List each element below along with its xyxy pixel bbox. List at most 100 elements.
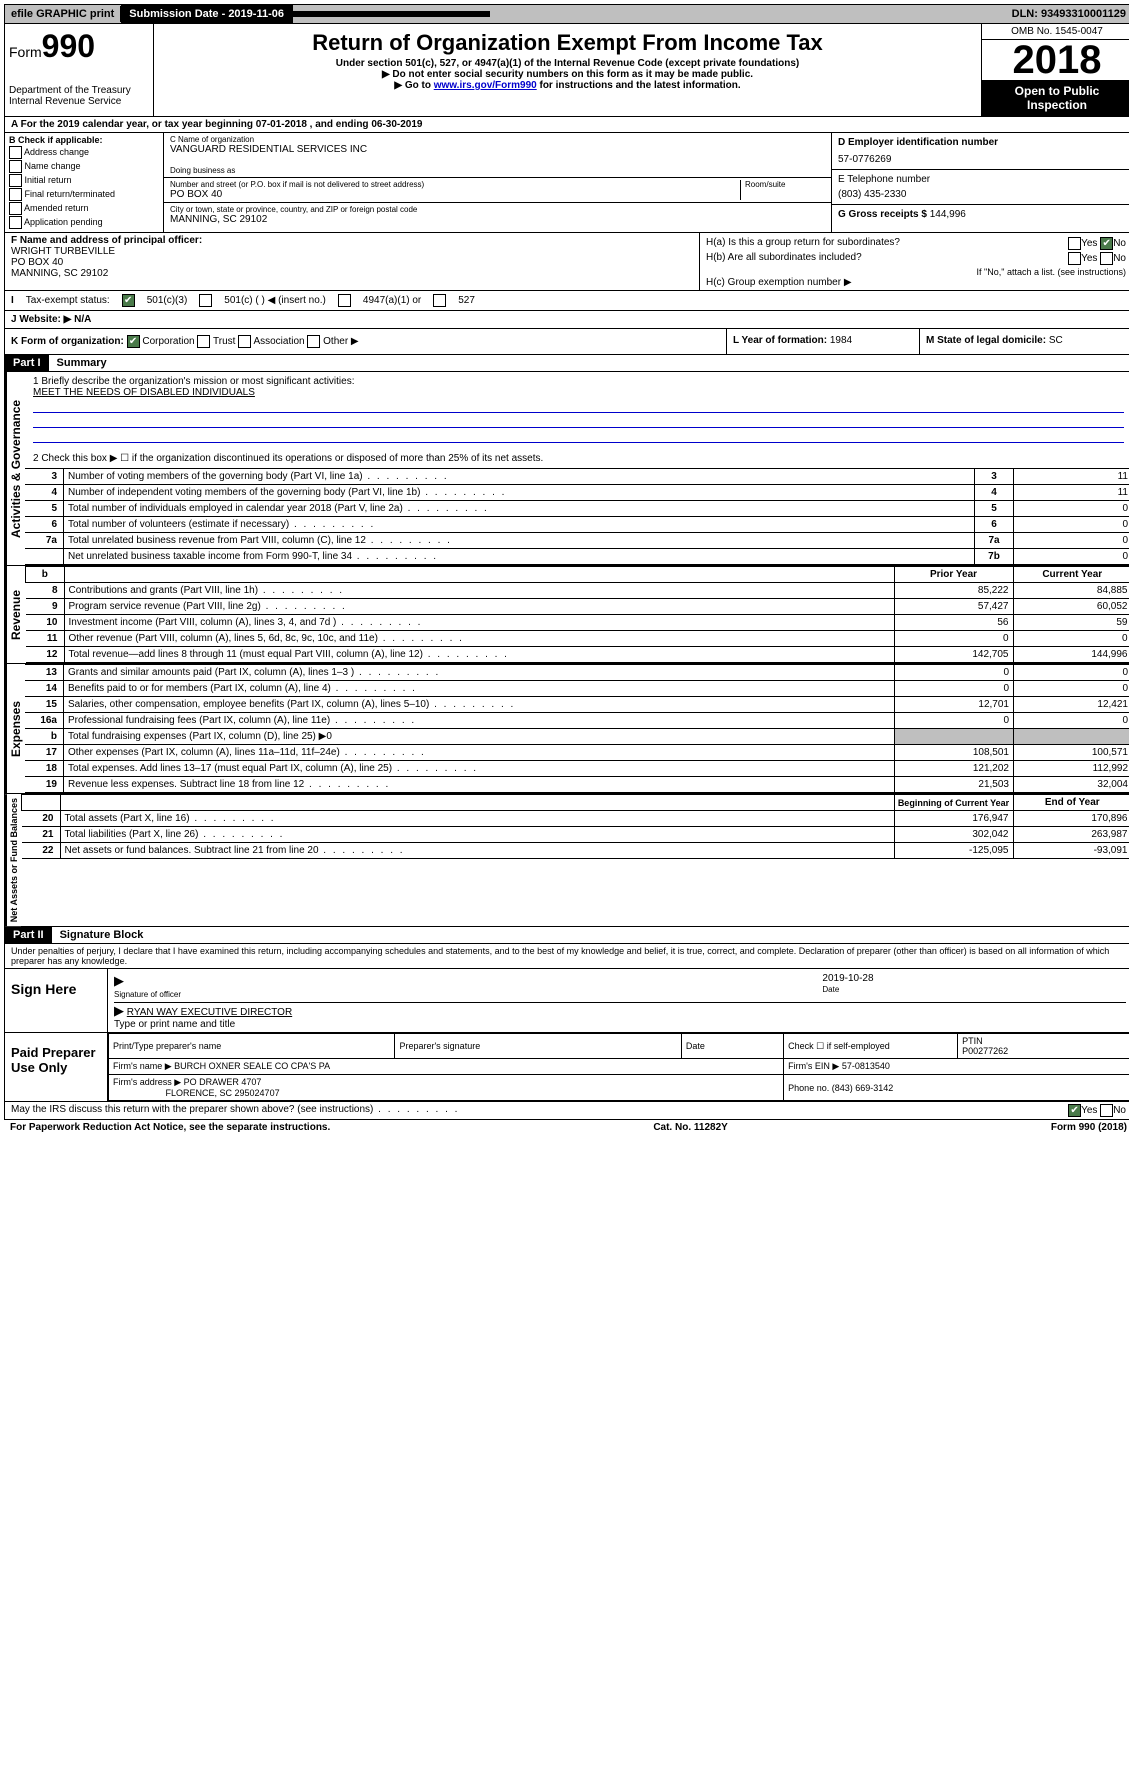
- expenses-table: 13 Grants and similar amounts paid (Part…: [25, 664, 1129, 793]
- sign-here-row: Sign Here ▶Signature of officer 2019-10-…: [5, 968, 1129, 1032]
- row-desc: Other expenses (Part IX, column (A), lin…: [64, 745, 895, 761]
- sub3-pre: ▶ Go to: [394, 80, 433, 91]
- check-name-label: Name change: [25, 161, 81, 171]
- row-current: [1014, 729, 1129, 745]
- firm-phone-cell: Phone no. (843) 669-3142: [784, 1075, 1129, 1101]
- row-desc: Benefits paid to or for members (Part IX…: [64, 681, 895, 697]
- check-amended[interactable]: Amended return: [9, 202, 159, 215]
- check-amended-label: Amended return: [24, 203, 89, 213]
- discuss-yes-check[interactable]: ✔: [1068, 1104, 1081, 1117]
- blank-line-3: [33, 428, 1124, 443]
- row-prior: 0: [895, 665, 1014, 681]
- prep-header-row: Print/Type preparer's name Preparer's si…: [109, 1034, 1129, 1059]
- hb-yes: Yes: [1081, 253, 1097, 264]
- check-501c3[interactable]: ✔: [122, 294, 135, 307]
- row-num: 3: [25, 469, 64, 485]
- check-527[interactable]: [433, 294, 446, 307]
- firm-cell: Firm's name ▶ BURCH OXNER SEALE CO CPA'S…: [109, 1059, 784, 1075]
- governance-section: Activities & Governance 1 Briefly descri…: [4, 372, 1129, 566]
- firm-label: Firm's name ▶: [113, 1061, 172, 1071]
- row-num: 12: [26, 647, 65, 663]
- check-initial[interactable]: Initial return: [9, 174, 159, 187]
- row-num: 9: [26, 599, 65, 615]
- prep-h2: Preparer's signature: [395, 1034, 681, 1059]
- row-current: 59: [1013, 615, 1129, 631]
- hc-label: H(c) Group exemption number ▶: [706, 277, 1126, 288]
- discuss-no: No: [1113, 1105, 1126, 1116]
- discuss-text: May the IRS discuss this return with the…: [11, 1104, 373, 1115]
- part1-badge: Part I: [5, 355, 49, 371]
- sign-here-label: Sign Here: [5, 969, 108, 1032]
- efile-label[interactable]: efile GRAPHIC print: [5, 6, 121, 22]
- check-address[interactable]: Address change: [9, 146, 159, 159]
- governance-table: 3 Number of voting members of the govern…: [25, 468, 1129, 565]
- ha-yes: Yes: [1081, 238, 1097, 249]
- cat-no: Cat. No. 11282Y: [653, 1122, 727, 1133]
- row-desc: Number of independent voting members of …: [64, 485, 975, 501]
- check-4947[interactable]: [338, 294, 351, 307]
- check-final[interactable]: Final return/terminated: [9, 188, 159, 201]
- addr-label: Number and street (or P.O. box if mail i…: [170, 180, 740, 189]
- gov-row: 4 Number of independent voting members o…: [25, 485, 1129, 501]
- box-h: H(a) Is this a group return for subordin…: [699, 233, 1129, 290]
- row-num: 14: [25, 681, 64, 697]
- prep-h1: Print/Type preparer's name: [109, 1034, 395, 1059]
- row-num: [25, 549, 64, 565]
- box-deg: D Employer identification number 57-0776…: [831, 133, 1129, 232]
- ptin-value: P00277262: [962, 1046, 1008, 1056]
- revenue-table: b Prior Year Current Year 8 Contribution…: [25, 566, 1129, 663]
- firm-ein-value: 57-0813540: [842, 1061, 890, 1071]
- prep-ptin-cell: PTINP00277262: [958, 1034, 1129, 1059]
- row-begin: -125,095: [894, 843, 1013, 859]
- check-other[interactable]: [307, 335, 320, 348]
- rev-row: 10 Investment income (Part VIII, column …: [26, 615, 1129, 631]
- check-501c[interactable]: [199, 294, 212, 307]
- check-corp[interactable]: ✔: [127, 335, 140, 348]
- check-name[interactable]: Name change: [9, 160, 159, 173]
- row-desc: Salaries, other compensation, employee b…: [64, 697, 895, 713]
- row-current: 144,996: [1013, 647, 1129, 663]
- sign-content: ▶Signature of officer 2019-10-28Date ▶ R…: [108, 969, 1129, 1032]
- m-label: M State of legal domicile:: [926, 335, 1046, 346]
- row-end: 170,896: [1013, 811, 1129, 827]
- row-num: 19: [25, 777, 64, 793]
- blank-button[interactable]: [293, 11, 490, 17]
- row-i: I Tax-exempt status: ✔501(c)(3) 501(c) (…: [4, 291, 1129, 311]
- row-current: 100,571: [1014, 745, 1129, 761]
- net-col-blank2: [60, 795, 894, 811]
- irs-link[interactable]: www.irs.gov/Form990: [434, 80, 537, 91]
- row-desc: Program service revenue (Part VIII, line…: [64, 599, 894, 615]
- check-assoc[interactable]: [238, 335, 251, 348]
- row-prior: 0: [894, 631, 1013, 647]
- form-title: Return of Organization Exempt From Incom…: [158, 30, 977, 56]
- row-desc: Revenue less expenses. Subtract line 18 …: [64, 777, 895, 793]
- check-trust[interactable]: [197, 335, 210, 348]
- city-value: MANNING, SC 29102: [170, 214, 825, 225]
- row-desc: Total unrelated business revenue from Pa…: [64, 533, 975, 549]
- check-pending-label: Application pending: [24, 217, 103, 227]
- discuss-no-check[interactable]: [1100, 1104, 1113, 1117]
- check-pending[interactable]: Application pending: [9, 216, 159, 229]
- exp-row: 18 Total expenses. Add lines 13–17 (must…: [25, 761, 1129, 777]
- box-c: C Name of organization VANGUARD RESIDENT…: [164, 133, 831, 232]
- org-name-label: C Name of organization: [170, 135, 825, 144]
- subtitle-3: ▶ Go to www.irs.gov/Form990 for instruct…: [158, 80, 977, 91]
- net-col-blank1: [22, 795, 61, 811]
- city-row: City or town, state or province, country…: [164, 203, 831, 227]
- submission-date-button[interactable]: Submission Date - 2019-11-06: [121, 5, 293, 23]
- tax-status-label: Tax-exempt status:: [26, 295, 110, 306]
- signature-block: Under penalties of perjury, I declare th…: [4, 944, 1129, 1102]
- officer-name: WRIGHT TURBEVILLE: [11, 246, 693, 257]
- firm-addr1: PO DRAWER 4707: [184, 1077, 262, 1087]
- ha-label: H(a) Is this a group return for subordin…: [706, 237, 900, 250]
- sig-line-1: ▶Signature of officer 2019-10-28Date: [114, 971, 1126, 1003]
- addr-value: PO BOX 40: [170, 189, 740, 200]
- row-prior: [895, 729, 1014, 745]
- net-row: 20 Total assets (Part X, line 16) 176,94…: [22, 811, 1129, 827]
- line2-text: 2 Check this box ▶ ☐ if the organization…: [33, 453, 1124, 464]
- sig-date-label: Date: [822, 985, 839, 994]
- k-corp: Corporation: [142, 336, 194, 347]
- row-prior: 56: [894, 615, 1013, 631]
- subtitle-2: ▶ Do not enter social security numbers o…: [158, 69, 977, 80]
- row-desc: Professional fundraising fees (Part IX, …: [64, 713, 895, 729]
